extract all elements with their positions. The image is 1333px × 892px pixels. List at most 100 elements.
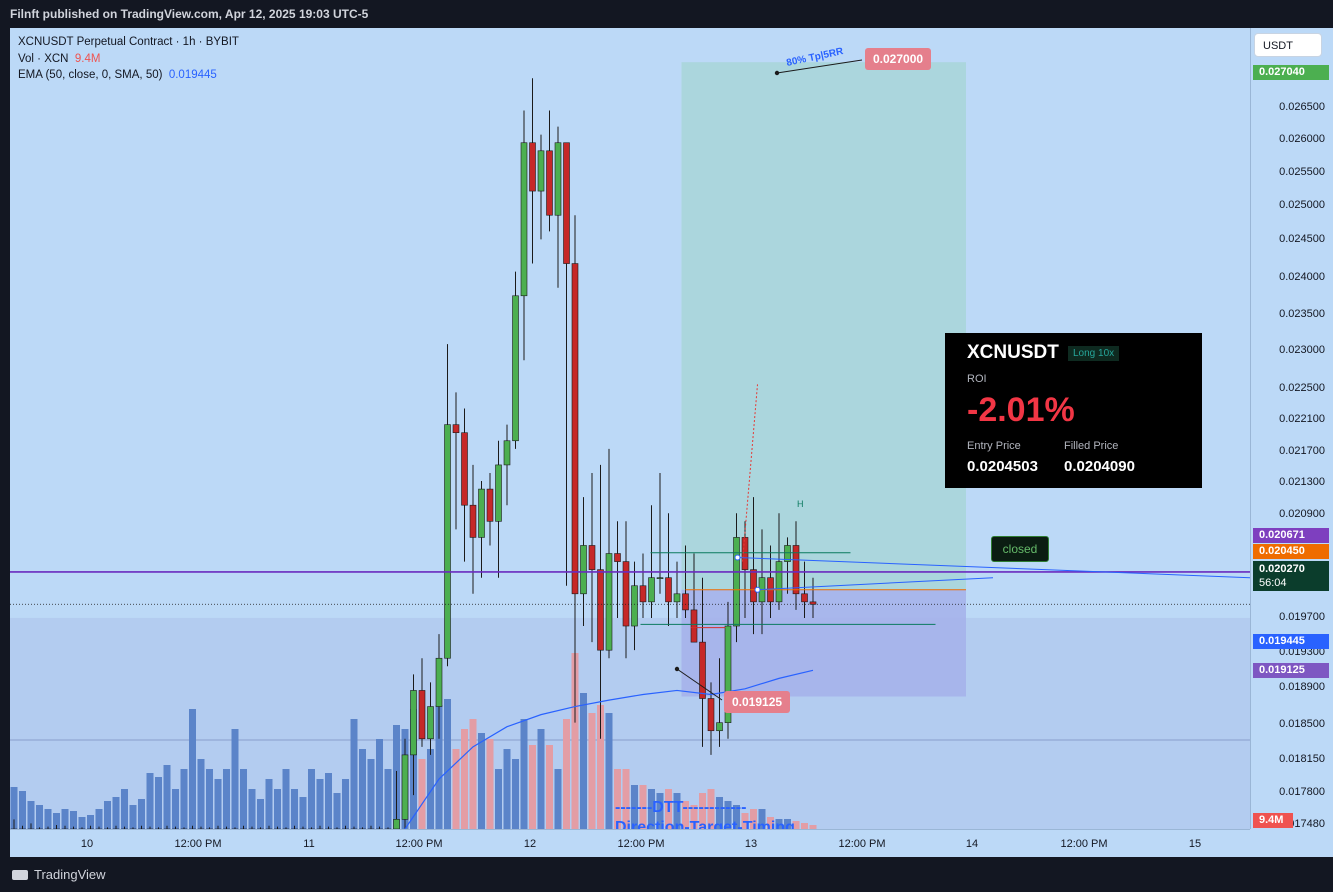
candle-body	[605, 553, 613, 651]
volume-bar	[503, 749, 511, 829]
time-tick: 14	[965, 838, 979, 850]
trendline-upper	[737, 557, 1250, 579]
candle-body	[410, 690, 417, 756]
volume-bar	[291, 789, 298, 829]
time-tick: 15	[1188, 838, 1202, 850]
price-tick: 0.022500	[1279, 382, 1325, 394]
card-roi-value: -2.01%	[967, 391, 1075, 429]
card-roi-label: ROI	[967, 373, 987, 385]
volume-bar	[333, 793, 341, 829]
sl-leader-dot	[674, 666, 680, 672]
candle-body	[639, 585, 647, 603]
volume-bar	[257, 799, 264, 829]
candle-body	[478, 488, 485, 538]
chart-area[interactable]: XCNUSDT Perpetual Contract · 1h · BYBIT …	[10, 28, 1250, 829]
legend-ema[interactable]: EMA (50, close, 0, SMA, 50) 0.019445	[18, 67, 239, 84]
card-filled-value: 0.0204090	[1064, 458, 1135, 475]
volume-bar	[342, 779, 349, 829]
volume-bar	[359, 749, 366, 829]
tradingview-logo[interactable]: TradingView	[12, 857, 106, 892]
current-price: 0.020270	[1259, 563, 1305, 575]
closed-label[interactable]: closed	[991, 536, 1049, 562]
ema-line	[404, 669, 814, 829]
volume-bar	[444, 699, 451, 829]
price-tick: 0.021700	[1279, 445, 1325, 457]
volume-bar	[138, 799, 145, 829]
price-tick: 0.022100	[1279, 413, 1325, 425]
candle-body	[733, 537, 740, 627]
volume-bar	[512, 759, 519, 829]
candle-body	[512, 295, 519, 442]
currency-button[interactable]: USDT	[1254, 33, 1322, 57]
volume-bar	[469, 719, 477, 829]
chart-canvas[interactable]	[10, 28, 1250, 829]
axis-corner	[1250, 829, 1333, 857]
dtt-label[interactable]: -------DTT------------	[615, 799, 747, 816]
volume-bar	[274, 789, 281, 829]
volume-bar	[750, 809, 757, 829]
volume-bar	[44, 809, 52, 829]
price-tick: 0.026000	[1279, 133, 1325, 145]
volume-bar	[563, 719, 570, 829]
legend-ema-value: 0.019445	[168, 69, 217, 81]
volume-bar	[427, 749, 434, 829]
volume-bar	[758, 809, 766, 829]
price-axis[interactable]: USDT 0.026500 0.026000 0.025500 0.025000 0.0…	[1250, 28, 1333, 830]
volume-bar	[155, 777, 162, 829]
volume-bar	[146, 773, 154, 829]
trade-card[interactable]: XCNUSDT Long 10x ROI -2.01% Entry Price …	[945, 333, 1202, 488]
dtt-subtitle[interactable]: Direction-Target-Timing	[615, 819, 795, 829]
time-tick: 12:00 PM	[395, 838, 443, 850]
legend-volume[interactable]: Vol · XCN 9.4M	[18, 51, 239, 68]
candle-body	[648, 577, 655, 603]
card-entry-value: 0.0204503	[967, 458, 1038, 475]
card-symbol: XCNUSDT	[967, 342, 1059, 363]
time-axis[interactable]: 10 12:00 PM 11 12:00 PM 12 12:00 PM 13 12:00 PM…	[10, 829, 1250, 857]
publisher-header: Filnft published on TradingView.com, Apr…	[0, 0, 1333, 28]
price-tag-line: 0.020671	[1253, 528, 1329, 543]
price-tick: 0.025500	[1279, 166, 1325, 178]
legend-vol-value: 9.4M	[74, 52, 101, 65]
sl-price-callout[interactable]: 0.019125	[724, 691, 791, 713]
volume-bar	[248, 789, 256, 829]
candle-body	[580, 545, 587, 595]
sl-leader	[676, 668, 723, 701]
legend-symbol[interactable]: XCNUSDT Perpetual Contract · 1h · BYBIT	[18, 36, 239, 48]
projection-line	[742, 384, 758, 562]
trendline-anchor	[754, 586, 761, 593]
footer-bar: TradingView	[0, 857, 1333, 892]
volume-bar	[486, 739, 494, 829]
volume-bar	[495, 769, 502, 829]
volume-bar	[665, 789, 672, 829]
volume-bar	[716, 797, 723, 829]
volume-bar	[775, 819, 783, 829]
candle-body	[690, 609, 698, 643]
volume-bar	[537, 729, 545, 829]
price-tick: 0.021300	[1279, 476, 1325, 488]
card-badge: Long 10x	[1068, 346, 1120, 361]
candle-body	[809, 601, 817, 605]
candle-body	[656, 577, 664, 579]
price-tag-current: 0.020270 56:04	[1253, 561, 1329, 591]
candle-body	[520, 142, 528, 297]
candle-body	[716, 722, 723, 732]
time-tick: 12:00 PM	[1060, 838, 1108, 850]
price-tick: 0.019300	[1279, 646, 1325, 658]
volume-bar	[61, 809, 69, 829]
volume-bar	[265, 779, 273, 829]
tp-price-callout[interactable]: 0.027000	[865, 48, 932, 70]
footer-brand: TradingView	[34, 867, 106, 882]
volume-bar	[367, 759, 375, 829]
price-tick: 0.018150	[1279, 753, 1325, 765]
candle-body	[529, 142, 536, 192]
volume-bar	[19, 791, 26, 829]
price-tag-volume: 9.4M	[1253, 813, 1293, 828]
volume-bar	[104, 801, 111, 829]
volume-bar	[614, 769, 621, 829]
candle-body	[537, 150, 545, 192]
position-profit-zone	[681, 62, 966, 590]
volume-bar	[784, 819, 791, 829]
candle-body	[614, 553, 621, 562]
volume-bar	[121, 789, 128, 829]
price-tick: 0.024500	[1279, 233, 1325, 245]
